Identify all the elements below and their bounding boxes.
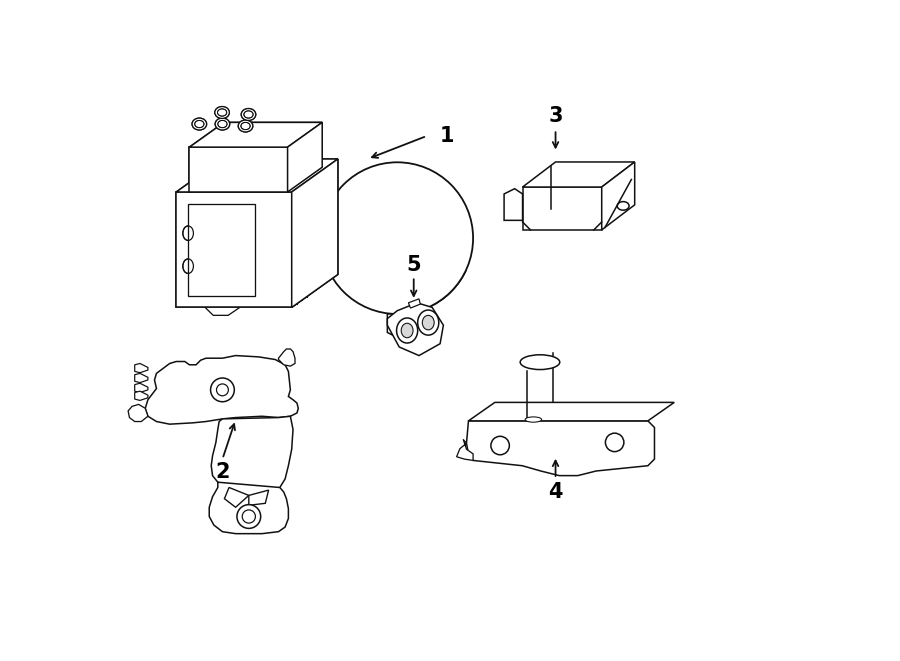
Polygon shape — [278, 349, 295, 366]
Polygon shape — [456, 440, 473, 461]
Polygon shape — [387, 314, 407, 335]
Text: 3: 3 — [548, 106, 562, 126]
Ellipse shape — [192, 118, 207, 130]
Polygon shape — [135, 364, 148, 373]
Polygon shape — [224, 487, 248, 507]
Polygon shape — [469, 403, 674, 421]
Ellipse shape — [525, 417, 542, 422]
Circle shape — [237, 504, 261, 528]
Polygon shape — [188, 204, 255, 295]
Ellipse shape — [215, 106, 230, 118]
Text: 5: 5 — [407, 254, 421, 274]
Polygon shape — [292, 159, 338, 307]
Polygon shape — [190, 122, 322, 147]
Polygon shape — [176, 159, 338, 192]
Polygon shape — [128, 405, 148, 422]
Circle shape — [321, 163, 473, 314]
Polygon shape — [188, 204, 255, 295]
Polygon shape — [409, 299, 420, 308]
Polygon shape — [145, 356, 298, 424]
Polygon shape — [387, 303, 444, 356]
Ellipse shape — [238, 120, 253, 132]
Polygon shape — [176, 159, 338, 192]
Polygon shape — [190, 147, 288, 192]
Polygon shape — [176, 192, 292, 307]
Ellipse shape — [241, 108, 256, 120]
Ellipse shape — [215, 118, 230, 130]
Polygon shape — [602, 162, 634, 230]
Polygon shape — [523, 187, 602, 230]
Polygon shape — [523, 162, 634, 187]
Polygon shape — [135, 373, 148, 383]
Circle shape — [211, 378, 234, 402]
Ellipse shape — [241, 108, 256, 120]
Ellipse shape — [520, 355, 560, 369]
Ellipse shape — [238, 120, 253, 132]
Ellipse shape — [401, 323, 413, 338]
Polygon shape — [135, 391, 148, 401]
Polygon shape — [248, 490, 268, 505]
Polygon shape — [190, 122, 322, 147]
Polygon shape — [288, 122, 322, 192]
Polygon shape — [292, 159, 338, 307]
Ellipse shape — [192, 118, 207, 130]
Ellipse shape — [215, 106, 230, 118]
Ellipse shape — [418, 310, 439, 335]
Ellipse shape — [422, 315, 434, 330]
Text: 4: 4 — [548, 482, 562, 502]
Polygon shape — [209, 483, 288, 533]
Polygon shape — [288, 122, 322, 192]
Polygon shape — [466, 421, 654, 476]
Ellipse shape — [397, 318, 418, 343]
Polygon shape — [135, 383, 148, 393]
Text: 1: 1 — [439, 126, 454, 146]
Polygon shape — [190, 147, 288, 192]
Polygon shape — [504, 188, 523, 220]
Text: 2: 2 — [215, 462, 230, 483]
Polygon shape — [212, 416, 293, 495]
Ellipse shape — [215, 118, 230, 130]
Polygon shape — [176, 192, 292, 307]
